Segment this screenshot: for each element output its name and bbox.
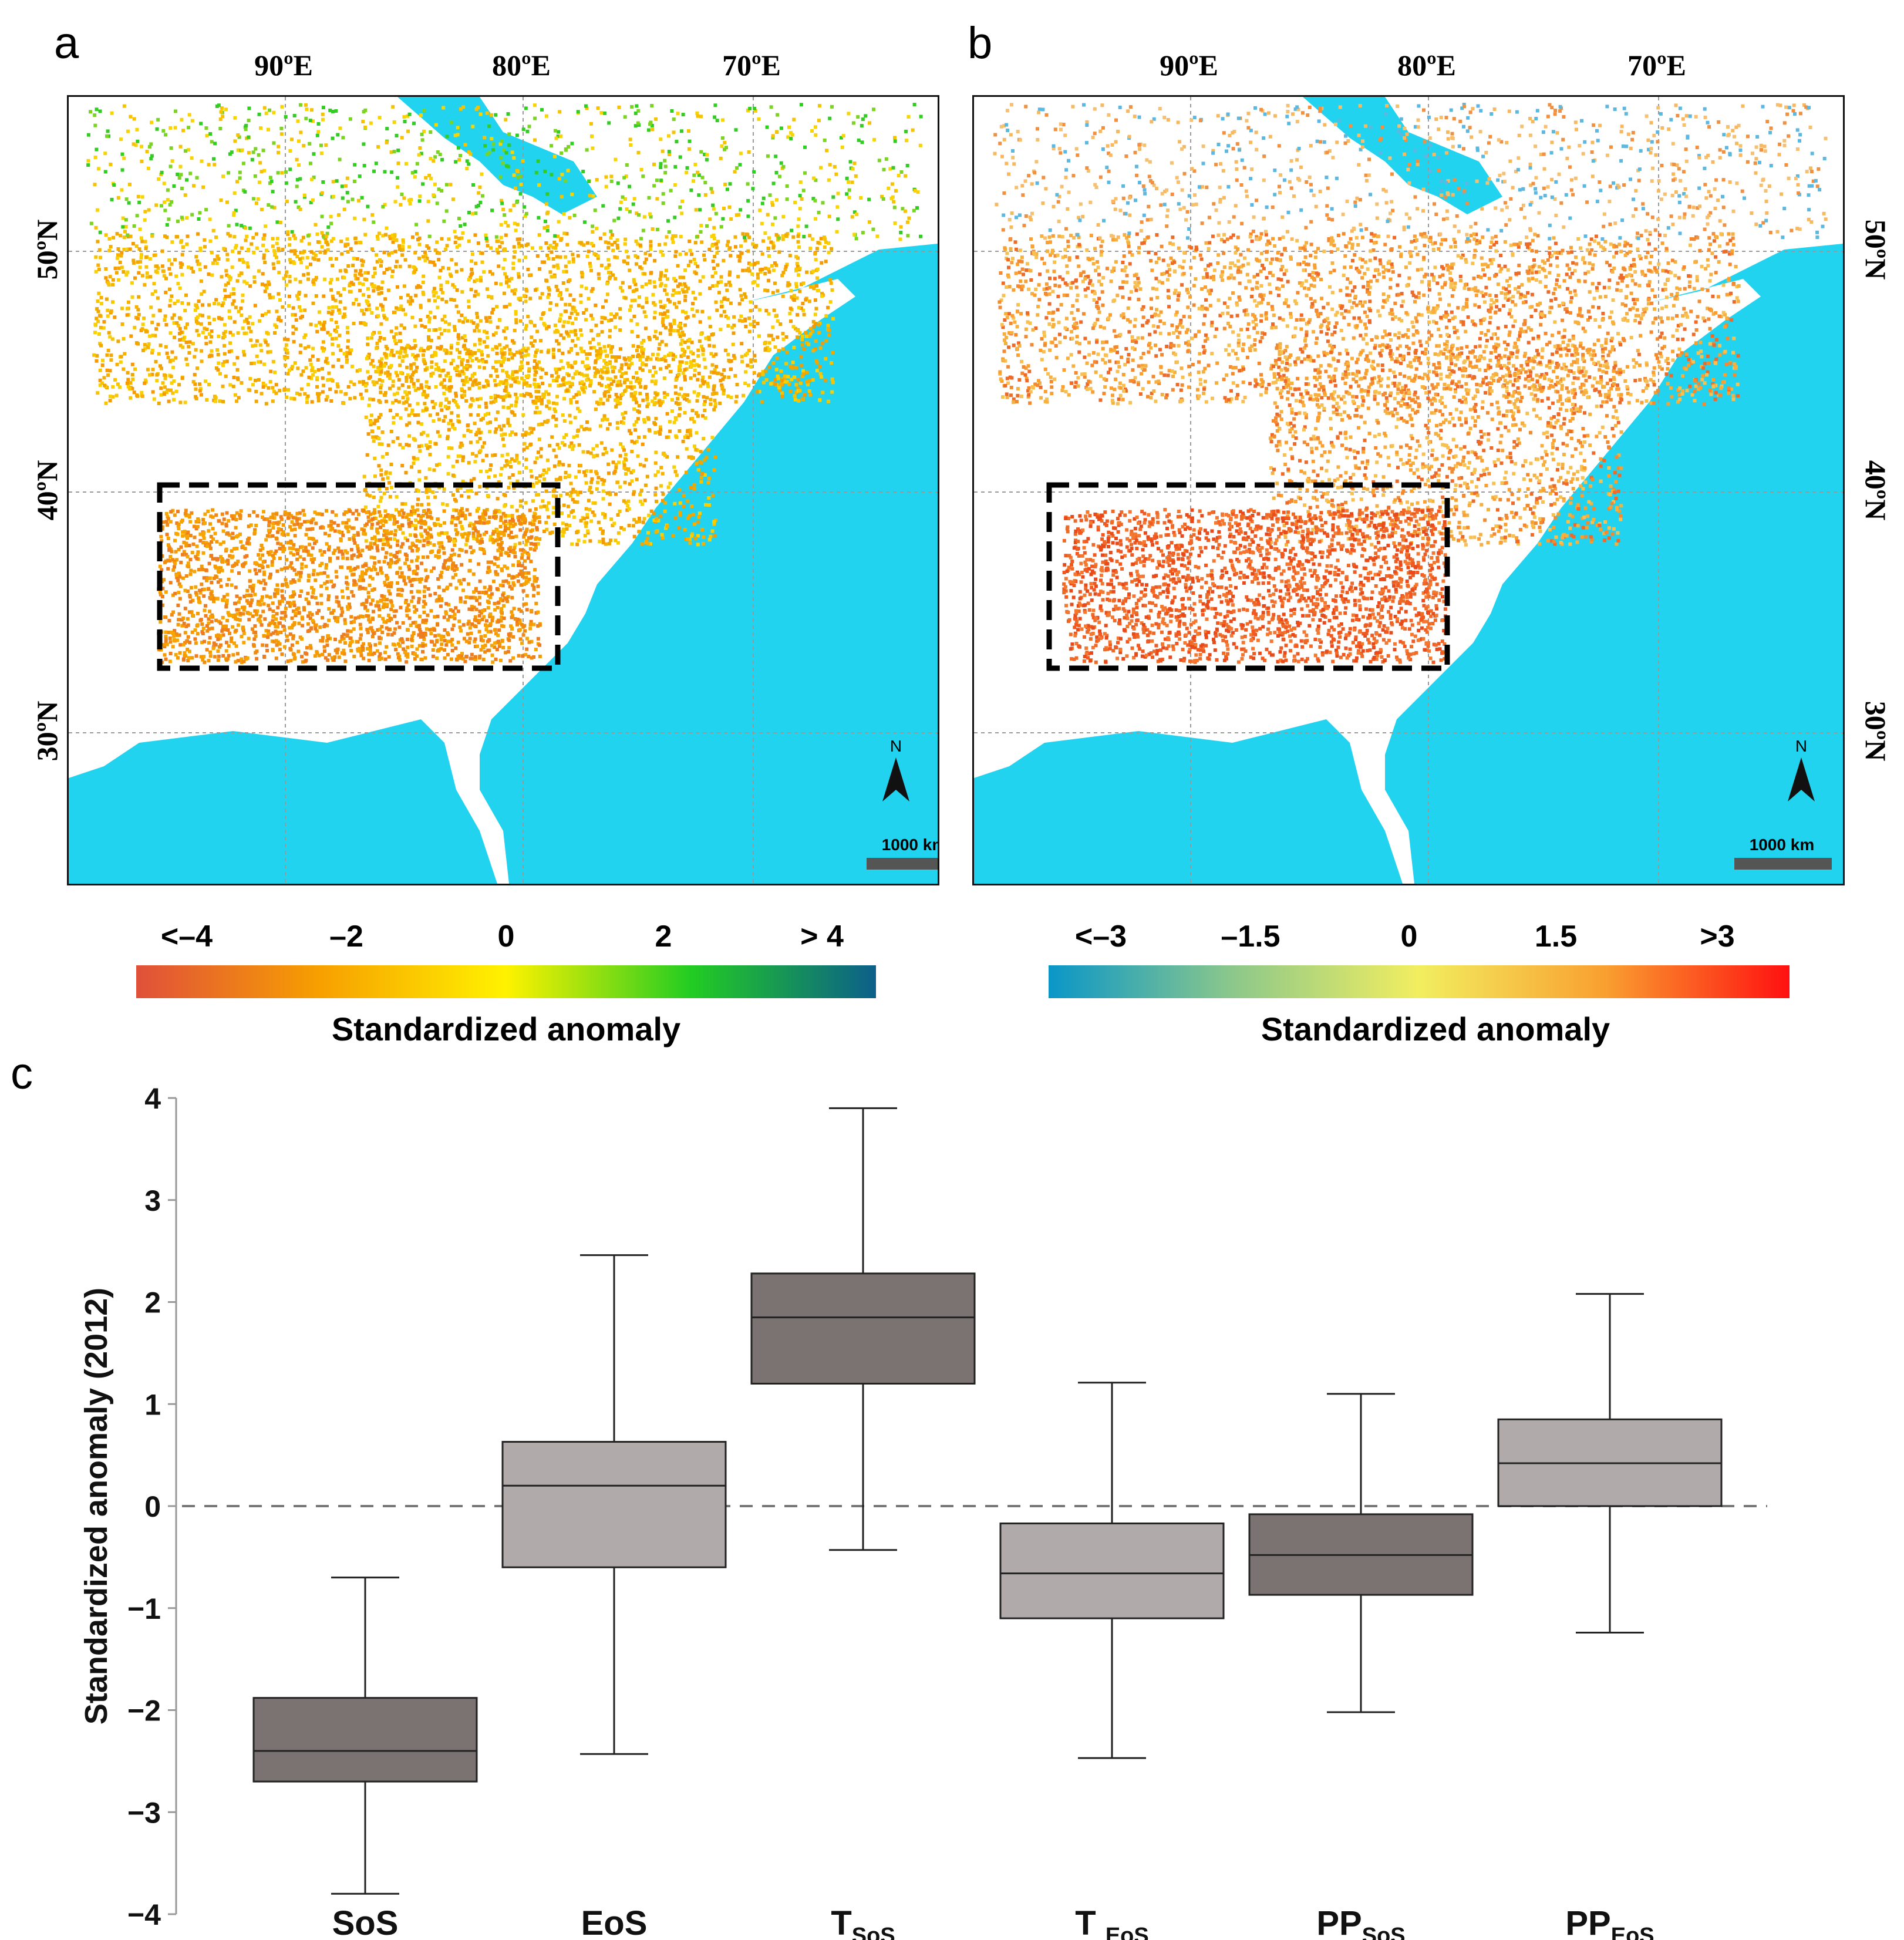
lat-label-30n-a: 30ºN [31,700,63,762]
colorbar-b-tick-5: >3 [1700,920,1735,954]
box-t-eos [999,1523,1225,1619]
atlantic-ocean [1385,244,1843,884]
colorbar-a-tick-4: 2 [655,920,672,954]
category-label-eos: EoS [581,1904,648,1940]
scale-bar [867,858,938,870]
scale-bar [1734,858,1832,870]
hudson-bay [397,97,597,214]
y-tick-label: −4 [127,1898,161,1931]
colorbar-b-tick-2: –1.5 [1221,920,1280,954]
category-label-t-eos: T EoS [1075,1904,1148,1940]
panel-c-letter: c [11,1049,33,1099]
colorbar-b [1049,965,1790,998]
atlantic-ocean [480,244,938,884]
category-label-pp-sos: PPSoS [1316,1904,1405,1940]
y-tick-label: 3 [144,1184,161,1217]
colorbar-b-tick-3: 0 [1400,920,1418,954]
y-axis-title: Standardized anomaly (2012) [79,1288,114,1725]
boxplot-chart: 4 3 2 1 0 −1 −2 −3 −4 Standardized anomaly (2012)… [79,1082,1767,1940]
colorbar-b-tick-4: 1.5 [1534,920,1578,954]
scale-bar-label: 1000 km [882,836,938,854]
north-label: N [1795,737,1807,755]
anomaly-pixels-a [86,103,923,664]
lon-label-70e-a: 70ºE [722,49,781,82]
lon-label-80e-b: 80ºE [1397,49,1456,82]
lon-label-70e-b: 70ºE [1627,49,1686,82]
gulf-of-mexico [974,719,1403,884]
panel-a-letter: a [54,18,79,68]
colorbar-a-tick-2: –2 [329,920,363,954]
colorbar-a-tick-3: 0 [497,920,515,954]
map-panel-b: N 1000 km [972,95,1845,885]
study-region-box [157,482,561,671]
colorbar-b-tick-1: <–3 [1074,920,1127,954]
colorbar-a [136,965,876,998]
lat-label-50n-a: 50ºN [31,219,63,280]
north-arrow-icon [1788,757,1815,801]
colorbar-a-title: Standardized anomaly [331,1011,681,1048]
anomaly-pixels-b [993,103,1828,664]
box-t-sos [750,1272,976,1385]
north-label: N [890,737,902,755]
colorbar-b-title: Standardized anomaly [1261,1011,1610,1048]
box-eos [501,1441,727,1568]
lon-label-80e-a: 80ºE [492,49,551,82]
colorbar-a-tick-5: > 4 [800,920,844,954]
category-label-sos: SoS [332,1904,399,1940]
y-tick-label: 1 [144,1388,161,1421]
north-arrow-icon [882,757,909,801]
colorbar-a-tick-1: <–4 [160,920,213,954]
lat-label-30n-b: 30ºN [1859,700,1892,762]
y-tick-label: 4 [144,1082,161,1115]
panel-b-letter: b [968,18,993,68]
y-tick-label: −1 [127,1592,161,1625]
category-label-t-sos: TSoS [831,1904,895,1940]
lat-label-50n-b: 50ºN [1859,219,1892,280]
y-tick-label: 0 [144,1490,161,1523]
lon-label-90e-a: 90ºE [254,49,313,82]
lat-label-40n-b: 40ºN [1859,460,1892,521]
lat-label-40n-a: 40ºN [31,460,63,521]
lon-label-90e-b: 90ºE [1160,49,1218,82]
box-sos [252,1697,478,1783]
category-label-pp-eos: PPEoS [1565,1904,1654,1940]
gulf-of-mexico [69,719,497,884]
y-tick-label: 2 [144,1286,161,1319]
study-region-box [1046,482,1450,671]
scale-bar-label: 1000 km [1750,836,1815,854]
y-tick-label: −3 [127,1796,161,1829]
y-tick-label: −2 [127,1695,161,1727]
map-panel-a: N 1000 km [67,95,939,885]
